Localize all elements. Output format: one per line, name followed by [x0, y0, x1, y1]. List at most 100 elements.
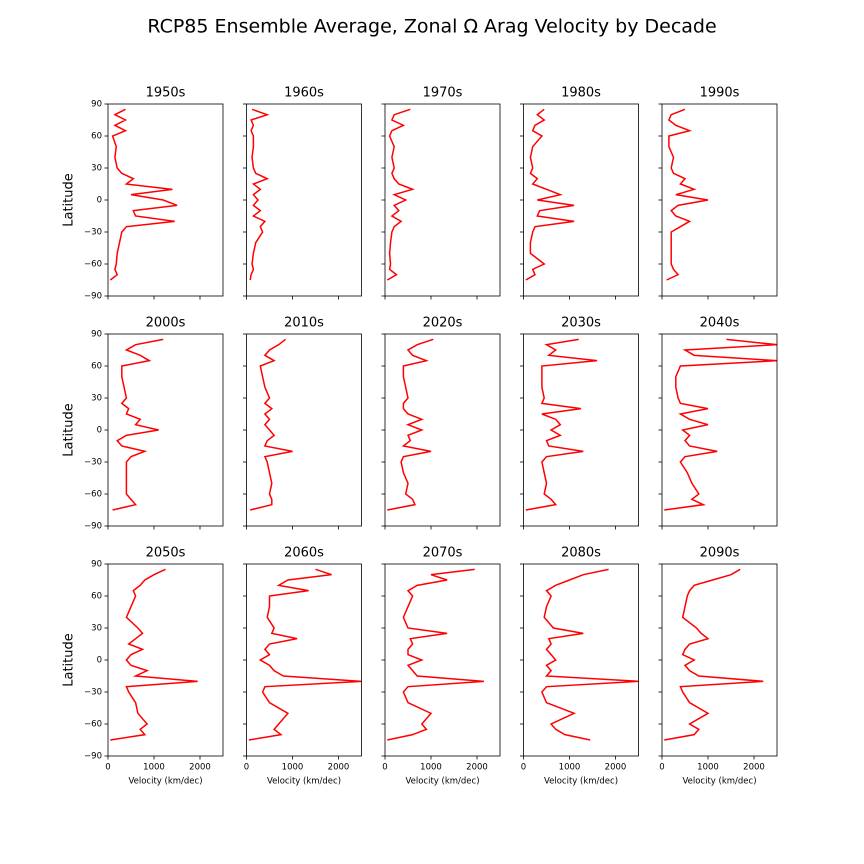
- subplot-title: 2080s: [561, 546, 601, 561]
- x-tick-label: 2000: [605, 763, 627, 773]
- axes-frame: [661, 103, 778, 297]
- subplot-title: 1980s: [561, 86, 601, 101]
- x-tick-label: 1000: [143, 763, 165, 773]
- subplot: 2020s: [381, 316, 501, 530]
- x-axis-label: Velocity (km/dec): [682, 777, 756, 787]
- y-axis-label: Latitude: [62, 403, 77, 457]
- subplot-title: 1990s: [700, 86, 740, 101]
- data-line: [110, 568, 198, 741]
- subplot-title: 1970s: [423, 86, 463, 101]
- subplot-title: 2050s: [146, 546, 186, 561]
- x-tick-label: 1000: [697, 763, 719, 773]
- subplot: 2060s 0 1000 2000 Velocity (km/dec): [243, 546, 362, 787]
- y-tick-label: −30: [84, 228, 102, 238]
- y-tick-label: −90: [84, 752, 102, 762]
- axes-frame: [523, 333, 639, 527]
- y-tick-label: 90: [91, 100, 102, 110]
- y-tick-label: −60: [84, 260, 102, 270]
- subplot-title: 2020s: [423, 316, 463, 331]
- y-tick-label: −60: [84, 720, 102, 730]
- y-tick-label: 0: [97, 656, 102, 666]
- x-tick-label: 2000: [189, 763, 211, 773]
- data-line: [666, 108, 709, 281]
- y-tick-label: −30: [84, 458, 102, 468]
- subplot-title: 2060s: [284, 546, 324, 561]
- axes-frame: [107, 333, 224, 527]
- x-tick-label: 0: [105, 763, 110, 773]
- y-tick-label: 30: [91, 394, 102, 404]
- subplot: 1970s: [381, 86, 501, 300]
- y-tick-label: 30: [91, 624, 102, 634]
- subplot-title: 1960s: [284, 86, 324, 101]
- axes-frame: [246, 563, 362, 757]
- figure-title: RCP85 Ensemble Average, Zonal Ω Arag Vel…: [147, 16, 716, 38]
- y-tick-label: 60: [91, 592, 102, 602]
- x-tick-label: 0: [521, 763, 526, 773]
- x-axis-label: Velocity (km/dec): [544, 777, 618, 787]
- y-tick-label: 60: [91, 362, 102, 372]
- subplot: 1980s: [520, 86, 639, 300]
- x-axis-label: Velocity (km/dec): [405, 777, 479, 787]
- y-tick-label: −30: [84, 688, 102, 698]
- x-tick-label: 1000: [559, 763, 581, 773]
- axes-frame: [523, 563, 639, 757]
- y-tick-label: 0: [97, 196, 102, 206]
- y-axis-label: Latitude: [62, 633, 77, 687]
- axes-frame: [384, 103, 501, 297]
- subplot: 1960s: [243, 86, 362, 300]
- axes-frame: [246, 103, 362, 297]
- subplot: 1950s −90 −60 −30 0 30 60 90 Latitude: [62, 86, 224, 302]
- axes-frame: [246, 333, 362, 527]
- y-tick-label: 60: [91, 132, 102, 142]
- axes-frame: [107, 103, 224, 297]
- x-tick-label: 2000: [328, 763, 350, 773]
- y-tick-label: −60: [84, 490, 102, 500]
- y-axis-label: Latitude: [62, 173, 77, 227]
- subplot: 2000s −90 −60 −30 0 30 60 90 Latitude: [62, 316, 224, 532]
- data-line: [109, 108, 178, 281]
- data-line: [664, 568, 764, 741]
- subplot: 1990s: [658, 86, 778, 300]
- axes-frame: [384, 563, 501, 757]
- axes-frame: [523, 103, 639, 297]
- subplot: 2080s 0 1000 2000 Velocity (km/dec): [520, 546, 639, 787]
- subplot-title: 2030s: [561, 316, 601, 331]
- y-tick-label: −90: [84, 292, 102, 302]
- x-tick-label: 2000: [466, 763, 488, 773]
- subplot-title: 2070s: [423, 546, 463, 561]
- axes-frame: [661, 563, 778, 757]
- subplot: 2070s 0 1000 2000 Velocity (km/dec): [381, 546, 501, 787]
- subplot: 2040s: [658, 316, 778, 530]
- x-axis-label: Velocity (km/dec): [267, 777, 341, 787]
- y-tick-label: −90: [84, 522, 102, 532]
- x-axis-label: Velocity (km/dec): [128, 777, 202, 787]
- subplot-title: 2010s: [284, 316, 324, 331]
- data-line: [387, 338, 434, 511]
- subplot-title: 1950s: [146, 86, 186, 101]
- x-tick-label: 0: [659, 763, 664, 773]
- x-tick-label: 0: [382, 763, 387, 773]
- data-line: [249, 108, 270, 281]
- y-tick-label: 90: [91, 330, 102, 340]
- data-line: [386, 108, 415, 281]
- data-line: [541, 568, 639, 741]
- axes-frame: [107, 563, 224, 757]
- subplot-title: 2000s: [146, 316, 186, 331]
- y-tick-label: 90: [91, 560, 102, 570]
- x-tick-label: 1000: [282, 763, 304, 773]
- data-line: [525, 338, 598, 511]
- x-tick-label: 0: [244, 763, 249, 773]
- data-line: [112, 338, 164, 511]
- subplot: 2090s 0 1000 2000 Velocity (km/dec): [658, 546, 778, 787]
- subplot: 2050s −90 −60 −30 0 30 60 90 0 1000 2000 Latitude Ve…: [62, 546, 224, 787]
- x-tick-label: 2000: [743, 763, 765, 773]
- data-line: [664, 338, 777, 511]
- data-line: [248, 568, 362, 741]
- y-tick-label: 0: [97, 426, 102, 436]
- data-line: [525, 108, 575, 281]
- y-tick-label: 30: [91, 164, 102, 174]
- subplot: 2030s: [520, 316, 639, 530]
- axes-frame: [384, 333, 501, 527]
- subplot-title: 2090s: [700, 546, 740, 561]
